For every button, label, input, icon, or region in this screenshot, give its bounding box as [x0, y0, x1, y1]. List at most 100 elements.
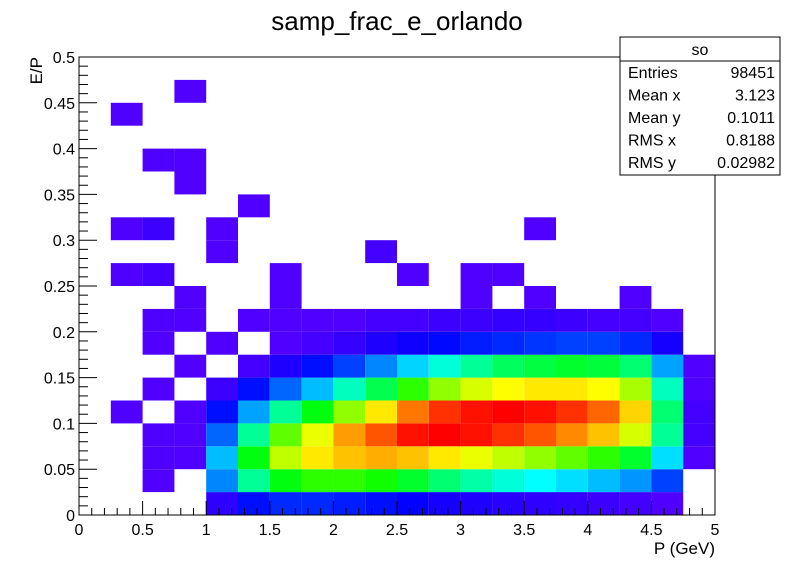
heat-cell	[461, 149, 493, 172]
heat-cell	[174, 171, 207, 195]
heat-cell	[174, 263, 206, 286]
heat-cell	[269, 377, 302, 401]
heat-cell	[429, 80, 461, 103]
heat-cell	[429, 172, 461, 195]
heat-cell	[492, 469, 525, 493]
heat-cell	[302, 263, 334, 286]
heat-cell	[302, 103, 334, 126]
heat-cell	[524, 377, 556, 401]
heat-cell	[588, 149, 620, 172]
heat-cell	[619, 423, 652, 447]
heat-cell	[270, 240, 302, 263]
heat-cell	[333, 492, 366, 515]
heat-cell	[269, 308, 302, 332]
heat-cell	[397, 217, 429, 240]
axes: 0 0.5 1 1.5 2 2.5 3 3.5 4 4.5 5 0 0.05 0.1 0.15 0.2 0.25…	[44, 50, 720, 539]
heat-cell	[333, 103, 365, 126]
heat-cell	[620, 194, 652, 217]
heat-cell	[111, 469, 143, 492]
heat-cell	[524, 469, 556, 493]
heat-cell	[238, 80, 270, 103]
heat-cell	[524, 80, 556, 103]
heat-cell	[492, 149, 524, 172]
heat-cell	[428, 377, 461, 401]
heat-cell	[683, 354, 715, 378]
heat-cell	[110, 400, 143, 424]
heat-cell	[174, 194, 206, 217]
heat-cell	[460, 469, 493, 493]
heat-cell	[111, 57, 143, 80]
heat-cell	[365, 217, 397, 240]
heat-cell	[683, 492, 715, 515]
heat-cell	[588, 172, 620, 195]
heat-cell	[270, 217, 302, 240]
heat-cell	[270, 80, 302, 103]
heat-cell	[238, 332, 270, 355]
heat-cell	[556, 240, 588, 263]
heat-cell	[397, 469, 429, 493]
heat-cell	[556, 354, 588, 378]
heat-cell	[556, 80, 588, 103]
heat-cell	[492, 80, 524, 103]
heat-cell	[587, 423, 620, 447]
heat-cell	[143, 240, 175, 263]
heat-cell	[333, 194, 365, 217]
heat-cell	[143, 355, 175, 378]
heat-cell	[651, 240, 683, 263]
heat-cell	[492, 217, 524, 240]
heat-cell	[460, 423, 493, 447]
heat-cell	[460, 308, 493, 332]
stats-label: RMS x	[628, 133, 676, 150]
heat-cell	[492, 492, 525, 515]
heat-cell	[206, 469, 238, 493]
heat-cell	[619, 446, 652, 470]
heat-cell	[238, 172, 270, 195]
heat-cell	[206, 194, 238, 217]
heat-cell	[683, 469, 715, 492]
heat-cell	[556, 400, 588, 424]
heat-cell	[269, 400, 302, 424]
heat-cell	[111, 240, 143, 263]
heat-cell	[333, 172, 365, 195]
heat-cell	[556, 149, 588, 172]
heat-cell	[428, 400, 461, 424]
heat-cell	[111, 332, 143, 355]
heat-cell	[492, 172, 524, 195]
heat-cell	[174, 217, 206, 240]
heat-cell	[238, 492, 270, 515]
heat-cell	[79, 492, 111, 515]
heat-cell	[524, 400, 556, 424]
heat-cell	[651, 194, 683, 217]
heat-cell	[302, 126, 334, 149]
heat-cell	[460, 331, 493, 355]
y-tick-label: 0.05	[44, 462, 75, 479]
heat-cell	[556, 126, 588, 149]
x-tick-label: 1	[202, 522, 211, 539]
heat-cell	[556, 263, 588, 286]
y-tick-label: 0.35	[44, 187, 75, 204]
heat-cell	[683, 217, 715, 240]
stats-label: Mean y	[628, 110, 680, 127]
heat-cell	[588, 217, 620, 240]
heat-cell	[111, 309, 143, 332]
heat-cell	[556, 57, 588, 80]
heat-cell	[365, 172, 397, 195]
heat-cell	[461, 194, 493, 217]
heat-cell	[333, 446, 366, 470]
heat-cell	[174, 126, 206, 149]
heat-cell	[238, 57, 270, 80]
heat-cell	[238, 217, 270, 240]
heat-cell	[524, 354, 556, 378]
stats-value: 0.1011	[727, 110, 775, 127]
heat-cell	[428, 469, 461, 493]
heat-cell	[492, 377, 525, 401]
heat-cell	[206, 355, 238, 378]
heat-cell	[524, 194, 556, 217]
heat-cell	[492, 400, 525, 424]
heat-cell	[651, 377, 684, 401]
heat-cell	[397, 263, 429, 286]
heat-cell	[460, 377, 493, 401]
heat-cell	[651, 423, 684, 447]
heat-cell	[143, 126, 175, 149]
